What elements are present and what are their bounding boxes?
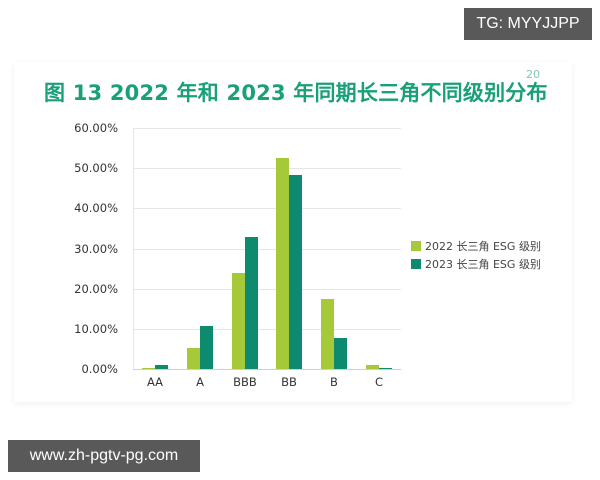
gridline [133, 249, 401, 250]
y-tick-label: 40.00% [74, 201, 118, 215]
y-tick-label: 10.00% [74, 322, 118, 336]
x-tick-label: AA [146, 375, 164, 389]
legend-swatch-2023 [411, 259, 421, 269]
legend-item-2023: 2023 长三角 ESG 级别 [411, 255, 541, 273]
bar-AA-2022 [142, 368, 155, 369]
chart-title: 图 13 2022 年和 2023 年同期长三角不同级别分布 [44, 81, 548, 105]
y-tick-label: 30.00% [74, 242, 118, 256]
bar-C-2023 [379, 368, 392, 369]
y-tick-label: 20.00% [74, 282, 118, 296]
legend-label-2023: 2023 长三角 ESG 级别 [425, 258, 541, 271]
x-tick-label: C [374, 375, 384, 389]
watermark-url-badge: www.zh-pgtv-pg.com [8, 440, 200, 472]
gridline [133, 208, 401, 209]
bar-BBB-2023 [245, 237, 258, 369]
bar-BBB-2022 [232, 273, 245, 369]
gridline [133, 289, 401, 290]
bar-BB-2022 [276, 158, 289, 369]
x-tick-label: BB [281, 375, 297, 389]
bar-C-2022 [366, 365, 379, 369]
y-tick-label: 50.00% [74, 161, 118, 175]
bar-B-2022 [321, 299, 334, 369]
x-tick-label: A [196, 375, 204, 389]
x-axis-line [133, 369, 401, 370]
bar-AA-2023 [155, 365, 168, 369]
y-tick-label: 60.00% [74, 121, 118, 135]
legend-item-2022: 2022 长三角 ESG 级别 [411, 237, 541, 255]
bar-A-2022 [187, 348, 200, 369]
y-tick-label: 0.00% [81, 362, 118, 376]
bar-A-2023 [200, 326, 213, 369]
bar-B-2023 [334, 338, 347, 369]
watermark-tg-badge: TG: MYYJJPP [464, 8, 592, 40]
gridline [133, 168, 401, 169]
legend-label-2022: 2022 长三角 ESG 级别 [425, 240, 541, 253]
x-tick-label: B [330, 375, 338, 389]
page-number-superscript: 20 [526, 68, 540, 81]
legend-swatch-2022 [411, 241, 421, 251]
x-tick-label: BBB [233, 375, 257, 389]
legend: 2022 长三角 ESG 级别 2023 长三角 ESG 级别 [411, 237, 541, 273]
gridline [133, 329, 401, 330]
bar-BB-2023 [289, 175, 302, 369]
gridline [133, 128, 401, 129]
